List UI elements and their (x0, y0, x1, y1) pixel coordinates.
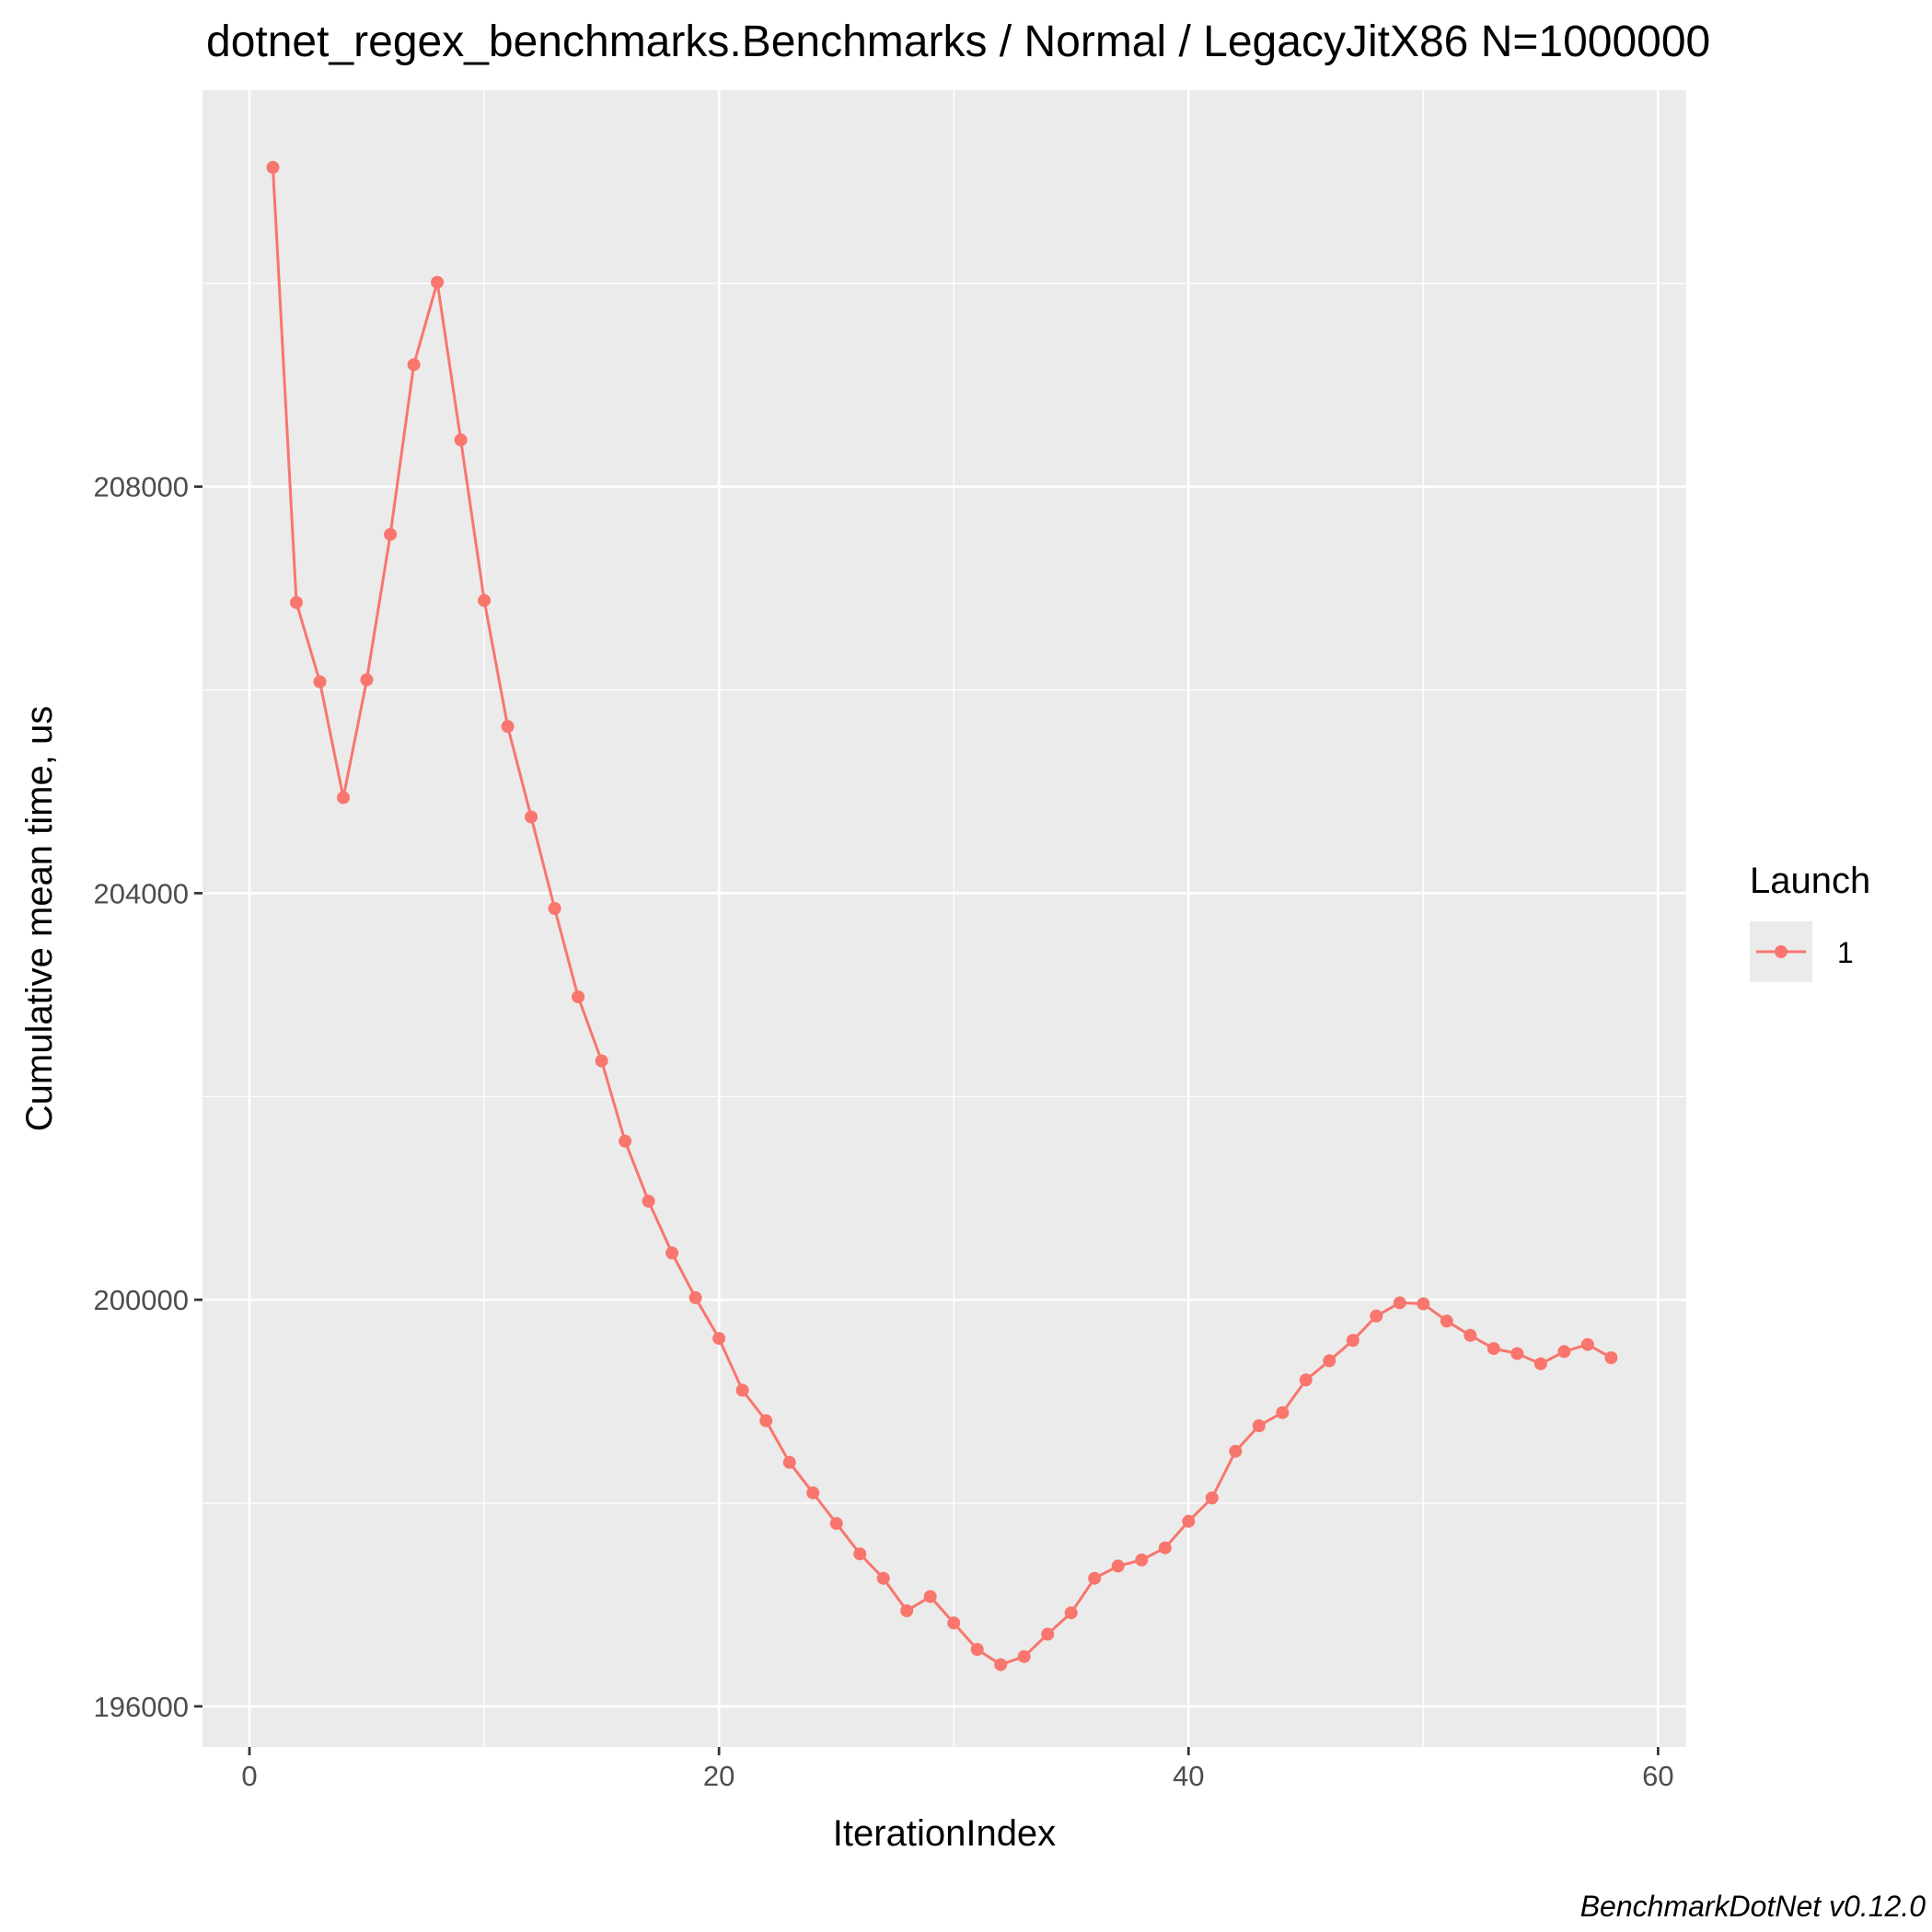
data-point (1440, 1314, 1453, 1328)
data-point (1064, 1606, 1078, 1620)
series-1 (266, 160, 1618, 1672)
major-gridlines (202, 90, 1686, 1747)
plot-panel (202, 90, 1686, 1747)
data-point (431, 275, 445, 289)
data-point (1088, 1571, 1102, 1585)
data-point (1510, 1347, 1524, 1360)
data-point (876, 1571, 890, 1585)
data-point (1111, 1559, 1125, 1573)
data-point (1276, 1406, 1290, 1419)
y-axis-title: Cumulative mean time, us (19, 706, 60, 1131)
axis-ticks (194, 485, 1660, 1755)
x-axis-tick-labels: 0 20 40 60 (241, 1760, 1673, 1792)
data-point (782, 1455, 796, 1469)
data-point (525, 810, 538, 824)
data-point (360, 673, 374, 687)
data-point (1135, 1553, 1149, 1567)
data-point (454, 433, 468, 446)
legend-title: Launch (1750, 861, 1870, 901)
data-point (266, 160, 280, 174)
data-point (829, 1517, 843, 1531)
legend: Launch 1 (1750, 861, 1870, 982)
data-point (806, 1486, 820, 1499)
x-tick-label: 20 (703, 1760, 735, 1792)
data-point (1041, 1627, 1055, 1641)
x-tick-label: 40 (1173, 1760, 1204, 1792)
data-point (1299, 1373, 1313, 1387)
data-point (665, 1246, 679, 1260)
data-point (947, 1616, 961, 1630)
data-point (923, 1590, 937, 1603)
data-point (1205, 1491, 1219, 1505)
data-point (313, 675, 327, 688)
data-point (1417, 1297, 1430, 1311)
y-tick-label: 208000 (94, 471, 189, 503)
chart-title: dotnet_regex_benchmarks.Benchmarks / Nor… (206, 17, 1710, 66)
data-point (1017, 1649, 1031, 1663)
data-point (337, 791, 350, 804)
data-point (1182, 1514, 1196, 1528)
x-axis-title: IterationIndex (833, 1813, 1056, 1854)
data-point (1346, 1334, 1359, 1348)
data-point (619, 1134, 632, 1148)
data-point (1580, 1337, 1594, 1351)
data-point (900, 1604, 914, 1617)
data-point (1393, 1296, 1406, 1310)
data-point (994, 1658, 1008, 1672)
legend-key-point (1775, 945, 1787, 958)
data-point (1252, 1419, 1266, 1432)
data-point (501, 720, 515, 734)
data-point (595, 1054, 608, 1068)
data-point (970, 1643, 984, 1656)
data-point (735, 1383, 749, 1397)
data-point (1557, 1345, 1571, 1359)
data-point (712, 1332, 726, 1346)
x-tick-label: 60 (1642, 1760, 1673, 1792)
y-tick-label: 204000 (94, 877, 189, 909)
data-point (642, 1195, 655, 1208)
data-point (1229, 1444, 1243, 1458)
data-point (1463, 1328, 1477, 1342)
data-point (853, 1547, 867, 1561)
y-tick-label: 196000 (94, 1691, 189, 1723)
data-point (688, 1290, 702, 1304)
data-point (478, 594, 492, 607)
y-axis-tick-labels: 196000 200000 204000 208000 (94, 471, 189, 1723)
data-point (1323, 1354, 1336, 1368)
minor-gridlines (202, 90, 1686, 1747)
data-point (759, 1414, 773, 1428)
y-tick-label: 200000 (94, 1284, 189, 1316)
data-point (407, 358, 421, 372)
data-point (1604, 1351, 1618, 1365)
data-point (548, 902, 561, 915)
series-1-line (272, 167, 1613, 1667)
series-1-points (266, 160, 1618, 1672)
data-point (1487, 1342, 1500, 1356)
data-point (384, 527, 398, 541)
data-point (1370, 1309, 1383, 1323)
caption: BenchmarkDotNet v0.12.0 (1580, 1890, 1926, 1923)
legend-label: 1 (1837, 936, 1854, 969)
x-tick-label: 0 (241, 1760, 257, 1792)
data-point (1533, 1357, 1547, 1371)
data-point (1158, 1541, 1172, 1555)
data-point (290, 596, 303, 609)
data-point (572, 990, 585, 1003)
